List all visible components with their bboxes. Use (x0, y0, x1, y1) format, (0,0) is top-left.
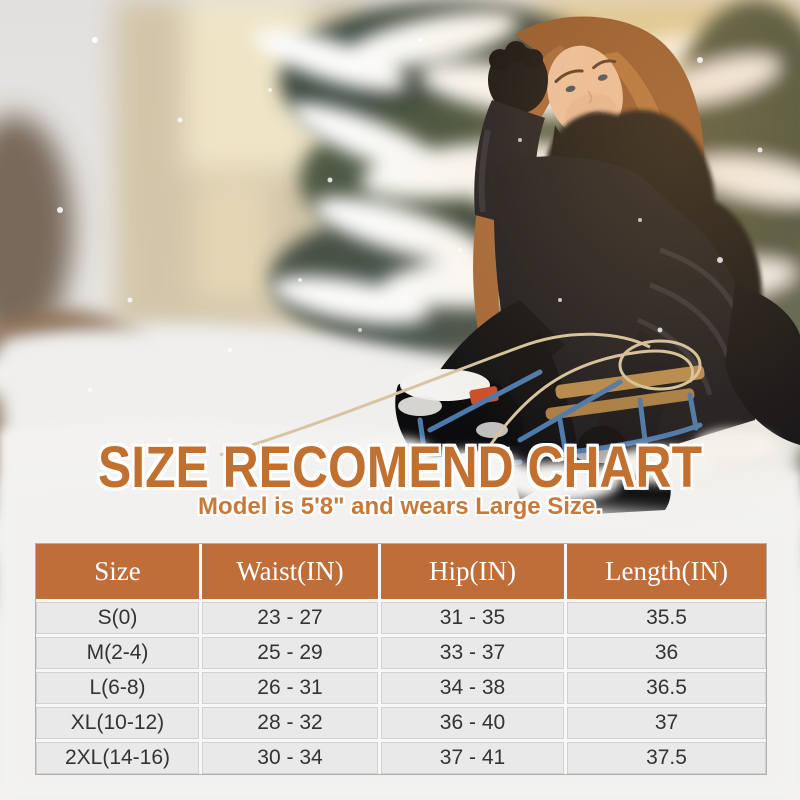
cell-l-length: 36.5 (567, 672, 766, 704)
page-subtitle: Model is 5'8" and wears Large Size. (198, 493, 602, 520)
falling-snow (57, 37, 763, 443)
cell-xl-waist: 28 - 32 (202, 707, 378, 739)
cell-m-hip: 33 - 37 (381, 637, 564, 669)
cell-xl-hip: 36 - 40 (381, 707, 564, 739)
cell-2xl-hip: 37 - 41 (381, 742, 564, 774)
warm-light-overlay (360, 0, 800, 560)
cell-xl-size: XL(10-12) (36, 707, 199, 739)
cell-xl-length: 37 (567, 707, 766, 739)
page-title: SIZE RECOMEND CHART (97, 435, 703, 500)
cell-l-size: L(6-8) (36, 672, 199, 704)
cell-m-size: M(2-4) (36, 637, 199, 669)
column-header-waist: Waist(IN) (202, 544, 378, 599)
column-header-length: Length(IN) (567, 544, 766, 599)
cell-m-waist: 25 - 29 (202, 637, 378, 669)
cell-s-hip: 31 - 35 (381, 602, 564, 634)
cell-s-length: 35.5 (567, 602, 766, 634)
cell-m-length: 36 (567, 637, 766, 669)
cell-s-waist: 23 - 27 (202, 602, 378, 634)
cell-2xl-waist: 30 - 34 (202, 742, 378, 774)
cell-2xl-size: 2XL(14-16) (36, 742, 199, 774)
column-header-hip: Hip(IN) (381, 544, 564, 599)
cell-l-waist: 26 - 31 (202, 672, 378, 704)
cell-2xl-length: 37.5 (567, 742, 766, 774)
cell-s-size: S(0) (36, 602, 199, 634)
cell-l-hip: 34 - 38 (381, 672, 564, 704)
column-header-size: Size (36, 544, 199, 599)
left-tree-trunk (0, 115, 73, 345)
size-chart-table: Size Waist(IN) Hip(IN) Length(IN) S(0) 2… (35, 543, 767, 775)
